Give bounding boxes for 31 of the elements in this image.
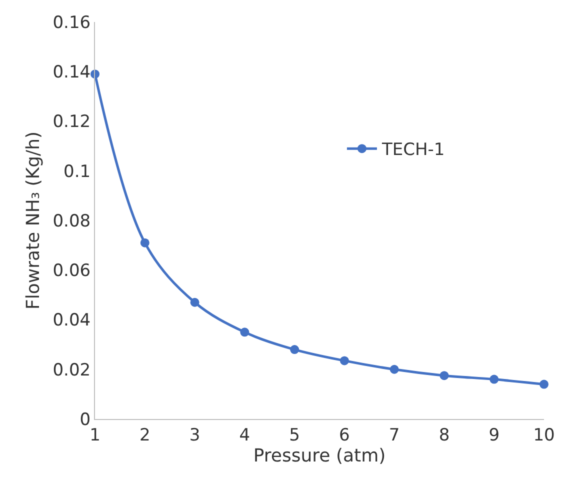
y-tick-label: 0.1 bbox=[64, 162, 91, 182]
x-tick-label: 10 bbox=[533, 425, 555, 446]
x-axis-title: Pressure (atm) bbox=[253, 445, 386, 466]
y-tick-label: 0.04 bbox=[52, 310, 91, 331]
point bbox=[240, 328, 250, 337]
x-tick-label: 1 bbox=[90, 425, 100, 446]
x-tick-label: 6 bbox=[339, 425, 350, 446]
x-tick-label: 4 bbox=[239, 425, 250, 446]
x-tick-label: 9 bbox=[488, 425, 500, 446]
y-tick-label: 0.08 bbox=[52, 211, 91, 232]
point bbox=[390, 364, 399, 374]
y-axis-title: Flowrate NH₃ (Kg/h) bbox=[22, 131, 44, 310]
x-tick-label: 3 bbox=[189, 425, 200, 446]
y-tick-label: 0.16 bbox=[52, 12, 91, 33]
point bbox=[190, 298, 200, 307]
x-tick-label: 8 bbox=[438, 425, 450, 446]
point bbox=[490, 374, 499, 384]
y-tick-label: 0.06 bbox=[52, 261, 91, 282]
point bbox=[140, 238, 150, 248]
point bbox=[540, 380, 548, 389]
y-tick-label: 0.02 bbox=[52, 360, 91, 380]
x-tick-label: 5 bbox=[289, 425, 300, 446]
y-tick-label: 0.12 bbox=[52, 112, 91, 132]
legend-label: TECH-1 bbox=[380, 140, 445, 160]
y-tick-label: 0 bbox=[80, 410, 91, 430]
point bbox=[290, 345, 300, 354]
point bbox=[440, 371, 449, 380]
x-tick-label: 2 bbox=[139, 425, 150, 446]
x-tick-label: 7 bbox=[388, 425, 400, 446]
y-tick-label: 0.14 bbox=[52, 62, 91, 83]
point bbox=[340, 356, 349, 366]
